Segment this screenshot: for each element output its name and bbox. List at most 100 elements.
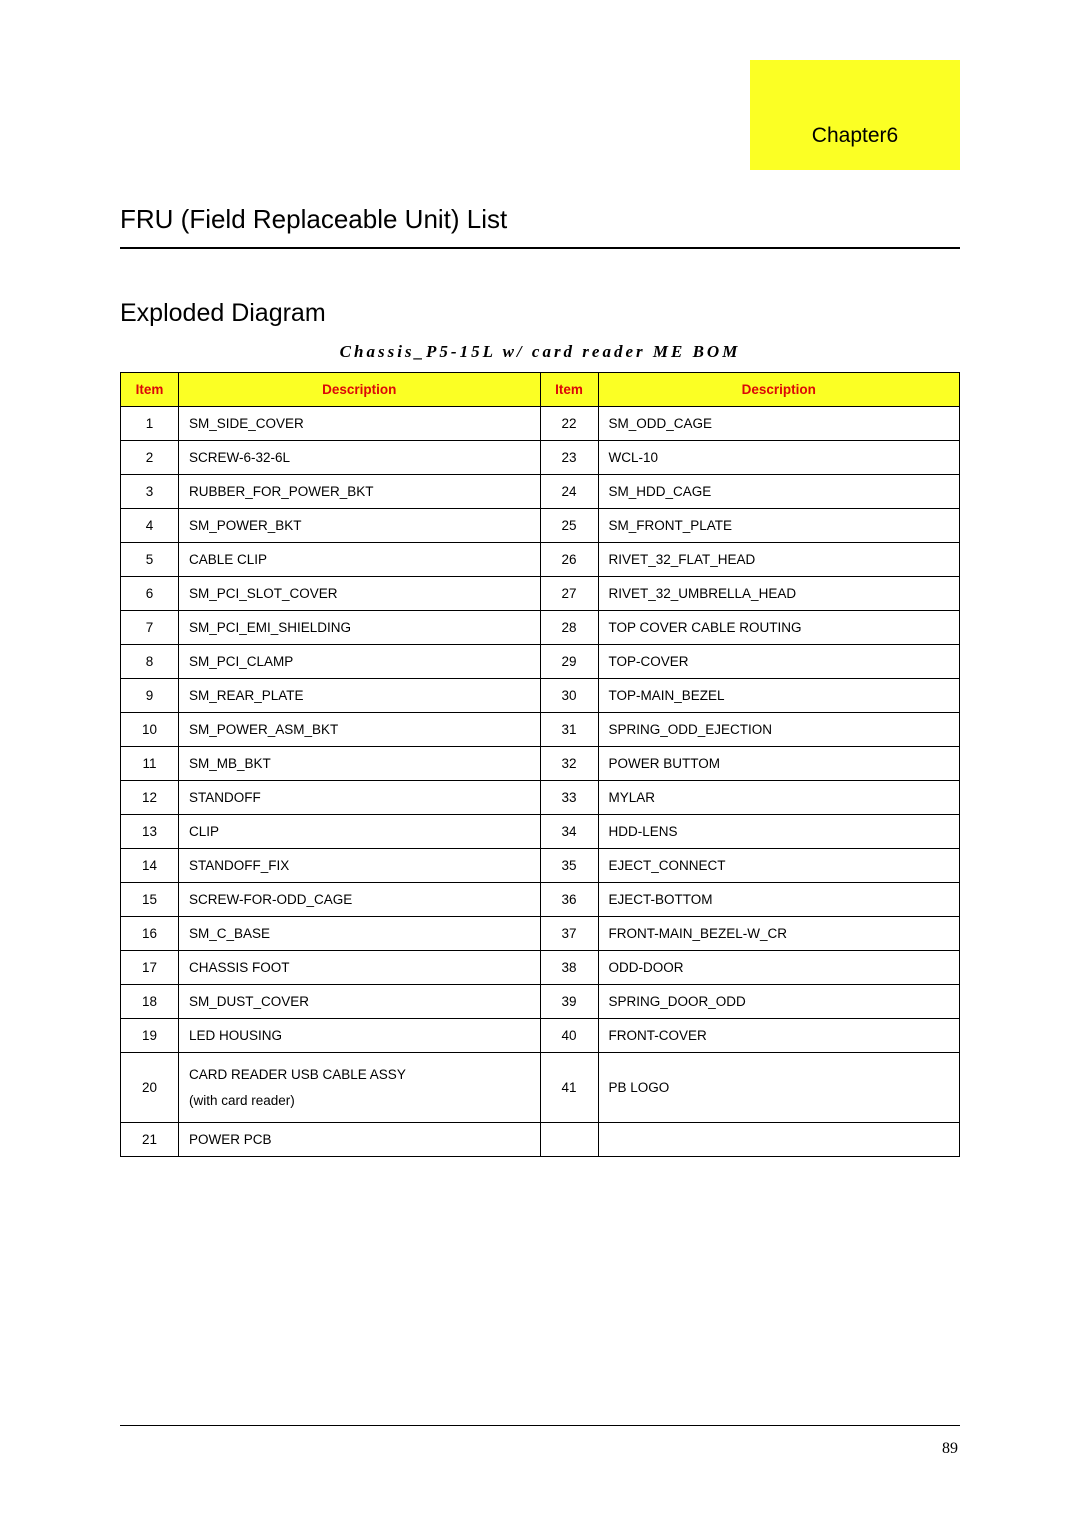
table-row: 6SM_PCI_SLOT_COVER27RIVET_32_UMBRELLA_HE… — [121, 577, 960, 611]
page-title: FRU (Field Replaceable Unit) List — [120, 204, 960, 235]
item-description: LED HOUSING — [179, 1019, 541, 1053]
item-description: SPRING_ODD_EJECTION — [598, 713, 960, 747]
item-number: 31 — [540, 713, 598, 747]
item-description: RIVET_32_UMBRELLA_HEAD — [598, 577, 960, 611]
item-description: TOP COVER CABLE ROUTING — [598, 611, 960, 645]
item-number: 25 — [540, 509, 598, 543]
table-row: 20CARD READER USB CABLE ASSY(with card r… — [121, 1053, 960, 1123]
item-description: FRONT-MAIN_BEZEL-W_CR — [598, 917, 960, 951]
item-number: 35 — [540, 849, 598, 883]
item-description: SM_PCI_CLAMP — [179, 645, 541, 679]
table-subtitle: Chassis_P5-15L w/ card reader ME BOM — [120, 342, 960, 362]
table-row: 17CHASSIS FOOT38ODD-DOOR — [121, 951, 960, 985]
item-number: 3 — [121, 475, 179, 509]
item-description: SCREW-FOR-ODD_CAGE — [179, 883, 541, 917]
item-number: 41 — [540, 1053, 598, 1123]
item-number: 13 — [121, 815, 179, 849]
item-description: EJECT_CONNECT — [598, 849, 960, 883]
item-number: 39 — [540, 985, 598, 1019]
item-description: POWER PCB — [179, 1123, 541, 1157]
table-row: 10SM_POWER_ASM_BKT31SPRING_ODD_EJECTION — [121, 713, 960, 747]
item-description: STANDOFF_FIX — [179, 849, 541, 883]
item-description: CABLE CLIP — [179, 543, 541, 577]
table-row: 19LED HOUSING40FRONT-COVER — [121, 1019, 960, 1053]
item-description: HDD-LENS — [598, 815, 960, 849]
item-number: 22 — [540, 407, 598, 441]
item-description: FRONT-COVER — [598, 1019, 960, 1053]
item-number: 26 — [540, 543, 598, 577]
bom-table: Item Description Item Description 1SM_SI… — [120, 372, 960, 1157]
item-number: 27 — [540, 577, 598, 611]
item-description: SM_ODD_CAGE — [598, 407, 960, 441]
col-item-1: Item — [121, 373, 179, 407]
item-number: 9 — [121, 679, 179, 713]
table-row: 15SCREW-FOR-ODD_CAGE36EJECT-BOTTOM — [121, 883, 960, 917]
col-desc-1: Description — [179, 373, 541, 407]
title-rule — [120, 247, 960, 249]
item-number: 18 — [121, 985, 179, 1019]
item-description: RIVET_32_FLAT_HEAD — [598, 543, 960, 577]
table-row: 9SM_REAR_PLATE30TOP-MAIN_BEZEL — [121, 679, 960, 713]
item-description: MYLAR — [598, 781, 960, 815]
item-number: 2 — [121, 441, 179, 475]
page-body: FRU (Field Replaceable Unit) List Explod… — [0, 0, 1080, 1157]
item-number: 11 — [121, 747, 179, 781]
table-row: 7SM_PCI_EMI_SHIELDING28TOP COVER CABLE R… — [121, 611, 960, 645]
item-description: TOP-COVER — [598, 645, 960, 679]
item-description: CHASSIS FOOT — [179, 951, 541, 985]
table-row: 18SM_DUST_COVER39SPRING_DOOR_ODD — [121, 985, 960, 1019]
footer-rule — [120, 1425, 960, 1426]
item-number: 14 — [121, 849, 179, 883]
table-row: 4SM_POWER_BKT25SM_FRONT_PLATE — [121, 509, 960, 543]
item-number: 23 — [540, 441, 598, 475]
item-description: SM_HDD_CAGE — [598, 475, 960, 509]
item-description: SM_FRONT_PLATE — [598, 509, 960, 543]
table-row: 3RUBBER_FOR_POWER_BKT24SM_HDD_CAGE — [121, 475, 960, 509]
item-number: 4 — [121, 509, 179, 543]
item-number — [540, 1123, 598, 1157]
chapter-banner: Chapter6 — [750, 60, 960, 170]
item-description: SM_REAR_PLATE — [179, 679, 541, 713]
item-number: 7 — [121, 611, 179, 645]
item-description: ODD-DOOR — [598, 951, 960, 985]
item-number: 5 — [121, 543, 179, 577]
item-number: 32 — [540, 747, 598, 781]
col-item-2: Item — [540, 373, 598, 407]
item-number: 34 — [540, 815, 598, 849]
item-number: 15 — [121, 883, 179, 917]
table-row: 2SCREW-6-32-6L23WCL-10 — [121, 441, 960, 475]
item-description: SM_PCI_EMI_SHIELDING — [179, 611, 541, 645]
item-description: SM_POWER_BKT — [179, 509, 541, 543]
table-row: 11SM_MB_BKT32POWER BUTTOM — [121, 747, 960, 781]
chapter-label: Chapter6 — [812, 124, 898, 148]
item-number: 38 — [540, 951, 598, 985]
section-title: Exploded Diagram — [120, 299, 960, 328]
item-description: TOP-MAIN_BEZEL — [598, 679, 960, 713]
item-description: WCL-10 — [598, 441, 960, 475]
item-description: SM_DUST_COVER — [179, 985, 541, 1019]
item-description: SPRING_DOOR_ODD — [598, 985, 960, 1019]
item-number: 24 — [540, 475, 598, 509]
table-row: 8SM_PCI_CLAMP29TOP-COVER — [121, 645, 960, 679]
item-number: 17 — [121, 951, 179, 985]
table-row: 14STANDOFF_FIX35EJECT_CONNECT — [121, 849, 960, 883]
item-number: 16 — [121, 917, 179, 951]
item-number: 30 — [540, 679, 598, 713]
item-number: 36 — [540, 883, 598, 917]
item-number: 20 — [121, 1053, 179, 1123]
table-row: 12STANDOFF33MYLAR — [121, 781, 960, 815]
item-description: POWER BUTTOM — [598, 747, 960, 781]
item-number: 6 — [121, 577, 179, 611]
item-description: SCREW-6-32-6L — [179, 441, 541, 475]
item-description: SM_C_BASE — [179, 917, 541, 951]
item-description: SM_PCI_SLOT_COVER — [179, 577, 541, 611]
item-number: 37 — [540, 917, 598, 951]
page-number: 89 — [942, 1440, 958, 1458]
item-description: CLIP — [179, 815, 541, 849]
table-row: 21POWER PCB — [121, 1123, 960, 1157]
table-row: 13CLIP34HDD-LENS — [121, 815, 960, 849]
item-number: 19 — [121, 1019, 179, 1053]
item-number: 29 — [540, 645, 598, 679]
item-number: 8 — [121, 645, 179, 679]
table-header-row: Item Description Item Description — [121, 373, 960, 407]
